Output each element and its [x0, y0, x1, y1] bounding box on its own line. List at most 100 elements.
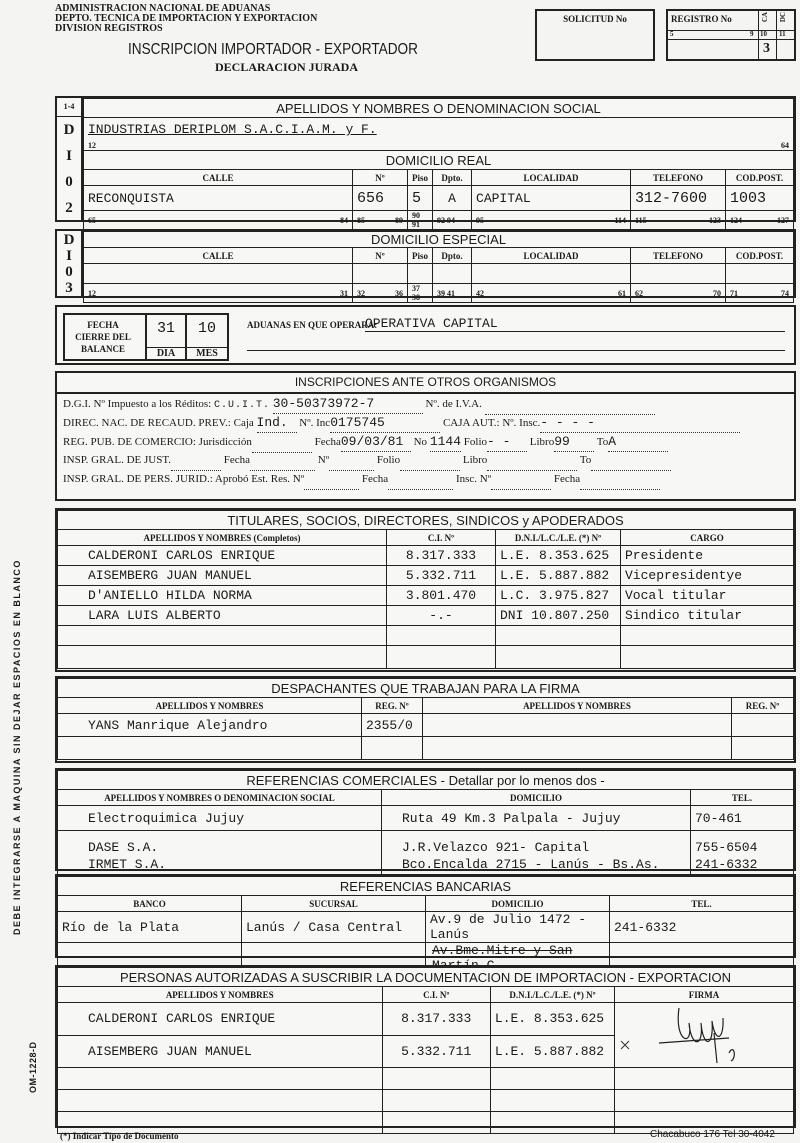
dgi-field[interactable]: 30-50373972-7: [272, 394, 423, 414]
igj-line: INSP. GRAL. DE JUST. Fecha Nº Folio Libr…: [63, 451, 794, 471]
reg-libro-field[interactable]: 99: [554, 432, 595, 452]
printer-info: Chacabuco 176 Tel 30-4042: [650, 1129, 775, 1140]
dpto-field[interactable]: A: [432, 185, 473, 211]
codpost-field[interactable]: 1003: [725, 185, 794, 211]
form-subtitle: DECLARACION JURADA: [215, 60, 359, 74]
section-despachantes: DESPACHANTES QUE TRABAJAN PARA LA FIRMA …: [55, 676, 796, 763]
dgi-line: D.G.I. Nº Impuesto a los Réditos: C.U.I.…: [63, 394, 794, 415]
domicilio-especial-values: [83, 263, 794, 284]
titulares-title: TITULARES, SOCIOS, DIRECTORES, SINDICOS …: [57, 510, 794, 530]
org-line-1: ADMINISTRACION NACIONAL DE ADUANAS: [55, 3, 271, 14]
registro-dc: DC: [779, 12, 787, 23]
registro-ca-value: 3: [763, 41, 770, 56]
table-row: [57, 736, 794, 760]
section-referencias-bancarias: REFERENCIAS BANCARIAS BANCO SUCURSAL DOMIC…: [55, 874, 796, 974]
registro-label: REGISTRO No: [671, 14, 732, 24]
table-row: D'ANIELLO HILDA NORMA 3.801.470 L.C. 3.975…: [57, 585, 794, 606]
aduanas-label: ADUANAS EN QUE OPERARA:: [247, 320, 378, 330]
esp-codpost-field[interactable]: [725, 263, 794, 284]
reg-folio-field[interactable]: - -: [487, 432, 528, 452]
registro-pos-ca: 10: [760, 30, 767, 38]
table-row: DASE S.A. J.R.Velazco 921- Capital 755-650…: [57, 830, 794, 855]
esp-telefono-field[interactable]: [630, 263, 727, 284]
solicitud-box[interactable]: SOLICITUD No: [535, 9, 655, 61]
side-instruction: DEBE INTEGRARSE A MAQUINA SIN DEJAR ESPA…: [12, 559, 22, 935]
fecha-cierre-box: FECHA CIERRE DEL BALANCE 31 DIA 10 MES: [63, 313, 229, 361]
reg-fecha-field[interactable]: 09/03/81: [340, 432, 411, 452]
inscripciones-title: INSCRIPCIONES ANTE OTROS ORGANISMOS: [57, 373, 794, 394]
table-row: Río de la Plata Lanús / Casa Central Av.9 …: [57, 911, 794, 943]
table-row: [57, 645, 794, 669]
cuit-stamp: C.U.I.T.: [213, 400, 270, 411]
aduanas-line-2[interactable]: [247, 350, 785, 351]
table-row: LARA LUIS ALBERTO -.- DNI 10.807.250 Sindic…: [57, 605, 794, 626]
section-code-di02: 1-4 D I 0 2: [57, 98, 83, 220]
form-title: INSCRIPCION IMPORTADOR - EXPORTADOR: [128, 41, 418, 58]
section-referencias-comerciales: REFERENCIAS COMERCIALES - Detallar por l…: [55, 768, 796, 875]
section-inscripciones: INSCRIPCIONES ANTE OTROS ORGANISMOS D.G.…: [55, 371, 796, 501]
registro-box[interactable]: REGISTRO No CA DC 5 9 10 11 3: [666, 9, 796, 61]
reg-no-field[interactable]: 1144: [429, 432, 462, 452]
localidad-field[interactable]: CAPITAL: [471, 185, 632, 211]
org-line-2: DEPTO. TECNICA DE IMPORTACION Y EXPORTAC…: [55, 13, 318, 24]
registro-pos-end: 9: [750, 30, 754, 38]
jurisdiccion-field[interactable]: [251, 433, 312, 453]
calle-field[interactable]: RECONQUISTA: [83, 185, 353, 211]
registro-pos-dc: 11: [779, 30, 786, 38]
form-code: OM-1228-D: [28, 1041, 38, 1093]
ref-comerciales-title: REFERENCIAS COMERCIALES - Detallar por l…: [57, 770, 794, 790]
table-row: [57, 1067, 794, 1090]
despachantes-title: DESPACHANTES QUE TRABAJAN PARA LA FIRMA: [57, 678, 794, 698]
table-row: IRMET S.A. Bco.Encalda 2715 - Lanús - Bs.…: [57, 855, 794, 875]
footer-note: (*) Indicar Tipo de Documento: [60, 1131, 179, 1141]
org-line-3: DIVISION REGISTROS: [55, 23, 163, 34]
section-balance-aduanas: FECHA CIERRE DEL BALANCE 31 DIA 10 MES ADU…: [55, 305, 796, 365]
telefono-field[interactable]: 312-7600: [630, 185, 727, 211]
firma-cell[interactable]: [614, 1002, 794, 1068]
igpj-line: INSP. GRAL. DE PERS. JURID.: Aprobó Est.…: [63, 470, 794, 490]
table-row: AISEMBERG JUAN MANUEL 5.332.711 L.E. 5.887…: [57, 565, 794, 586]
domicilio-especial-title: DOMICILIO ESPECIAL: [83, 231, 794, 248]
signature: [620, 1007, 735, 1064]
table-row: AISEMBERG JUAN MANUEL 5.332.711 L.E. 5.887…: [57, 1034, 794, 1068]
section-personas-autorizadas: PERSONAS AUTORIZADAS A SUSCRIBIR LA DOCU…: [55, 965, 796, 1134]
piso-field[interactable]: 5: [406, 185, 434, 211]
autorizadas-title: PERSONAS AUTORIZADAS A SUSCRIBIR LA DOCU…: [57, 967, 794, 987]
mes-field[interactable]: 10 MES: [185, 315, 227, 359]
esp-piso-field[interactable]: [406, 263, 434, 284]
registro-ca: CA: [761, 12, 769, 23]
registro-pos-start: 5: [670, 30, 674, 38]
reg-to-field[interactable]: A: [608, 432, 669, 452]
table-row: CALDERONI CARLOS ENRIQUE 8.317.333 L.E. 8.…: [57, 545, 794, 566]
section-titulares: TITULARES, SOCIOS, DIRECTORES, SINDICOS …: [55, 508, 796, 672]
table-row: CALDERONI CARLOS ENRIQUE 8.317.333 L.E. 8.…: [57, 1002, 794, 1068]
table-row: [57, 1111, 794, 1134]
iva-field[interactable]: [484, 395, 655, 415]
caja-aut-field[interactable]: - - - -: [540, 413, 741, 433]
esp-dpto-field[interactable]: [432, 263, 473, 284]
caja-field[interactable]: Ind.: [256, 413, 297, 433]
section-razon-social-domicilio-real: 1-4 D I 0 2 APELLIDOS Y NOMBRES O DENOMI…: [55, 96, 796, 230]
agency-header: ADMINISTRACION NACIONAL DE ADUANAS DEPTO…: [55, 4, 317, 34]
domicilio-real-values: RECONQUISTA 656 5 A CAPITAL 312-7600 100…: [83, 185, 794, 211]
table-row: [57, 625, 794, 646]
esp-numero-field[interactable]: [352, 263, 408, 284]
table-row: Electroquimica Jujuy Ruta 49 Km.3 Palpala…: [57, 805, 794, 831]
inc-field[interactable]: 0175745: [330, 413, 441, 433]
razon-social-title: APELLIDOS Y NOMBRES O DENOMINACION SOCIA…: [83, 98, 794, 118]
numero-field[interactable]: 656: [352, 185, 408, 211]
esp-calle-field[interactable]: [83, 263, 353, 284]
table-row: YANS Manrique Alejandro 2355/0: [57, 713, 794, 737]
ref-bancarias-title: REFERENCIAS BANCARIAS: [57, 876, 794, 896]
esp-localidad-field[interactable]: [471, 263, 632, 284]
domicilio-real-title: DOMICILIO REAL: [83, 150, 794, 170]
recaud-line: DIREC. NAC. DE RECAUD. PREV.: Caja Ind. …: [63, 413, 794, 433]
aduanas-field[interactable]: OPERATIVA CAPITAL: [365, 316, 785, 332]
reg-pub-line: REG. PUB. DE COMERCIO: Jurisdicción Fech…: [63, 432, 794, 453]
solicitud-label: SOLICITUD No: [563, 14, 627, 24]
dia-field[interactable]: 31 DIA: [145, 315, 185, 359]
razon-social-field[interactable]: INDUSTRIAS DERIPLOM S.A.C.I.A.M. y F.: [83, 117, 794, 140]
table-row: [57, 1089, 794, 1112]
